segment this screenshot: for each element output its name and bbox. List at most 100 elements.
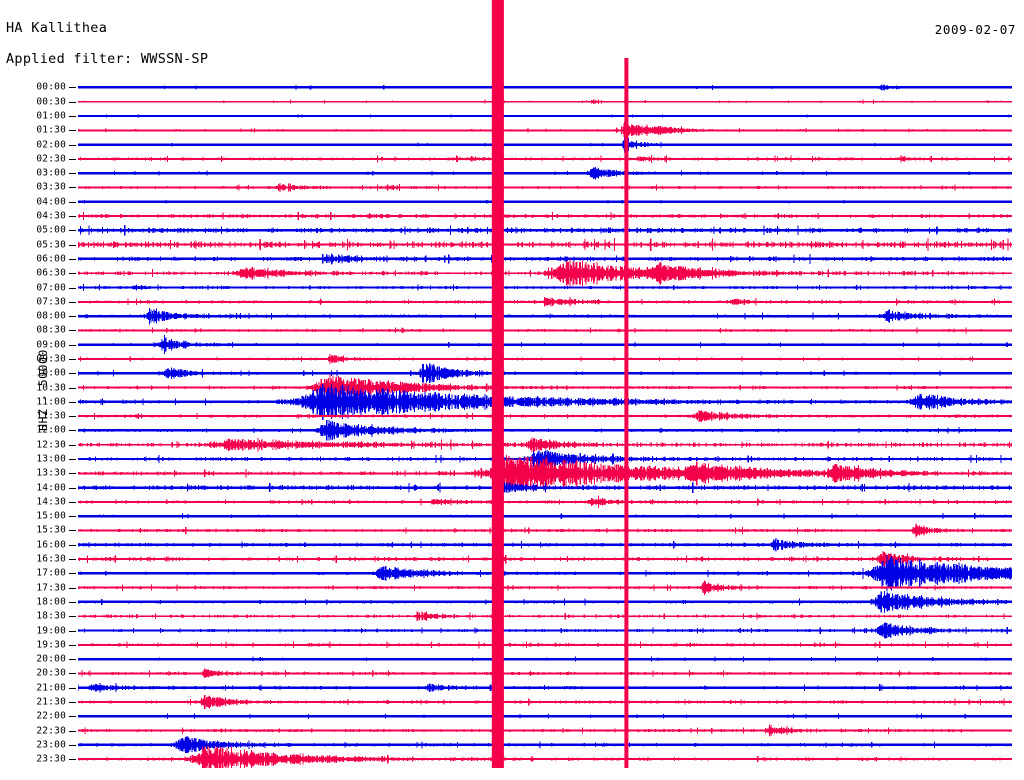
- plot-background: [78, 82, 1012, 768]
- time-tick-mark: [69, 316, 76, 318]
- time-tick-label: 07:30: [36, 296, 66, 308]
- clipped-saturation-band: [624, 82, 629, 768]
- time-tick-label: 14:30: [36, 496, 66, 508]
- filter-label: Applied filter: WWSSN-SP: [6, 51, 209, 67]
- time-tick-label: 13:30: [36, 467, 66, 479]
- time-tick-mark: [69, 716, 76, 718]
- time-tick-mark: [69, 430, 76, 432]
- time-tick-label: 22:30: [36, 724, 66, 736]
- time-tick-label: 13:00: [36, 453, 66, 465]
- time-tick-mark: [69, 301, 76, 303]
- time-tick-label: 22:00: [36, 710, 66, 722]
- time-tick-mark: [69, 244, 76, 246]
- time-tick-label: 20:00: [36, 653, 66, 665]
- time-tick-mark: [69, 230, 76, 232]
- time-tick-mark: [69, 444, 76, 446]
- time-tick-label: 03:00: [36, 167, 66, 179]
- time-tick-label: 23:30: [36, 753, 66, 765]
- time-tick-label: 16:30: [36, 553, 66, 565]
- time-tick-label: 09:00: [36, 338, 66, 350]
- time-tick-mark: [69, 673, 76, 675]
- time-axis: 00:00 00:30 01:00 01:30 02:00 02:30 03:00 03:30…: [0, 82, 78, 768]
- time-tick-mark: [69, 201, 76, 203]
- helicorder-plot[interactable]: [78, 82, 1012, 768]
- time-tick-mark: [69, 330, 76, 332]
- time-tick-label: 06:00: [36, 253, 66, 265]
- time-tick-mark: [69, 173, 76, 175]
- time-tick-label: 21:00: [36, 681, 66, 693]
- time-tick-label: 18:00: [36, 596, 66, 608]
- time-tick-mark: [69, 544, 76, 546]
- time-tick-mark: [69, 358, 76, 360]
- time-tick-mark: [69, 258, 76, 260]
- time-tick-label: 18:30: [36, 610, 66, 622]
- overflow-canvas: [491, 0, 629, 82]
- clipped-saturation-band-overflow: [491, 0, 504, 82]
- time-tick-mark: [69, 530, 76, 532]
- clipped-band-overflow-layer: [78, 0, 1012, 82]
- time-tick-label: 09:30: [36, 353, 66, 365]
- time-tick-mark: [69, 573, 76, 575]
- time-tick-label: 08:00: [36, 310, 66, 322]
- time-tick-mark: [69, 759, 76, 761]
- time-tick-label: 21:30: [36, 696, 66, 708]
- time-tick-mark: [69, 730, 76, 732]
- time-tick-mark: [69, 373, 76, 375]
- time-tick-label: 02:30: [36, 153, 66, 165]
- time-tick-mark: [69, 516, 76, 518]
- time-tick-label: 17:30: [36, 581, 66, 593]
- time-tick-label: 01:00: [36, 110, 66, 122]
- time-tick-label: 02:00: [36, 138, 66, 150]
- page-title: HA Kallithea: [6, 20, 108, 36]
- time-tick-mark: [69, 87, 76, 89]
- clipped-saturation-band: [491, 82, 504, 768]
- time-tick-label: 19:00: [36, 624, 66, 636]
- time-tick-mark: [69, 158, 76, 160]
- time-tick-label: 06:30: [36, 267, 66, 279]
- time-tick-label: 04:30: [36, 210, 66, 222]
- time-tick-mark: [69, 273, 76, 275]
- clipped-saturation-band-overflow: [624, 58, 629, 82]
- time-tick-label: 15:00: [36, 510, 66, 522]
- time-tick-label: 08:30: [36, 324, 66, 336]
- time-tick-mark: [69, 687, 76, 689]
- time-tick-label: 19:30: [36, 639, 66, 651]
- time-tick-label: 05:30: [36, 238, 66, 250]
- time-tick-label: 00:00: [36, 81, 66, 93]
- time-tick-mark: [69, 487, 76, 489]
- time-tick-mark: [69, 744, 76, 746]
- time-tick-mark: [69, 644, 76, 646]
- time-tick-label: 10:00: [36, 367, 66, 379]
- time-tick-mark: [69, 659, 76, 661]
- time-tick-mark: [69, 187, 76, 189]
- time-tick-label: 12:30: [36, 438, 66, 450]
- time-tick-mark: [69, 601, 76, 603]
- time-tick-mark: [69, 616, 76, 618]
- time-tick-label: 04:00: [36, 196, 66, 207]
- waveform-canvas: [78, 82, 1012, 768]
- time-tick-label: 20:30: [36, 667, 66, 679]
- time-tick-mark: [69, 344, 76, 346]
- time-tick-label: 14:00: [36, 481, 66, 493]
- time-tick-label: 23:00: [36, 739, 66, 751]
- time-tick-mark: [69, 287, 76, 289]
- time-tick-mark: [69, 130, 76, 132]
- time-tick-mark: [69, 587, 76, 589]
- time-tick-label: 00:30: [36, 95, 66, 107]
- time-tick-mark: [69, 387, 76, 389]
- time-tick-label: 03:30: [36, 181, 66, 193]
- time-tick-label: 11:30: [36, 410, 66, 422]
- time-tick-label: 05:00: [36, 224, 66, 236]
- time-tick-mark: [69, 416, 76, 418]
- time-tick-mark: [69, 101, 76, 103]
- time-tick-label: 10:30: [36, 381, 66, 393]
- time-tick-label: 17:00: [36, 567, 66, 579]
- time-tick-mark: [69, 630, 76, 632]
- date-label: 2009-02-07: [934, 22, 1016, 37]
- time-tick-mark: [69, 473, 76, 475]
- time-tick-label: 07:00: [36, 281, 66, 293]
- time-tick-label: 15:30: [36, 524, 66, 536]
- time-tick-label: 01:30: [36, 124, 66, 136]
- time-tick-mark: [69, 501, 76, 503]
